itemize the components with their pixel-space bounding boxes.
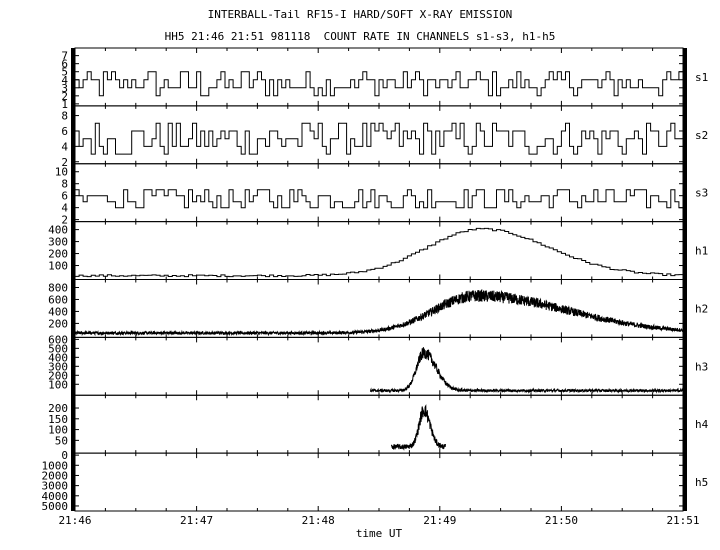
y-tick-label-s1: 6 (61, 58, 68, 71)
y-tick-label-s1: 1 (61, 98, 68, 111)
panel-frame-h2 (74, 279, 684, 338)
panel-frame-s3 (74, 163, 684, 223)
panel-frame-h3 (74, 336, 684, 396)
y-tick-label-h3: 500 (48, 342, 68, 355)
y-tick-label-s3: 10 (55, 166, 68, 179)
panel-frame-s1 (74, 47, 684, 107)
series-h1 (75, 227, 683, 278)
y-tick-label-h3: 300 (48, 360, 68, 373)
series-h4 (390, 404, 447, 451)
y-tick-label-h3: 200 (48, 369, 68, 382)
series-h3 (370, 347, 684, 394)
y-tick-label-s2: 2 (61, 156, 68, 169)
series-h2 (74, 288, 684, 337)
y-tick-label-s2: 8 (61, 110, 68, 123)
y-tick-label-h2: 800 (48, 281, 68, 294)
left-frame-bar (71, 48, 75, 511)
y-tick-label-s1: 7 (61, 50, 68, 63)
series-s2 (75, 122, 683, 155)
y-tick-label-h2: 200 (48, 317, 68, 330)
right-frame-bar (683, 48, 687, 511)
y-tick-label-s3: 6 (61, 190, 68, 203)
y-tick-label-h5: 4000 (42, 490, 69, 503)
panel-frame-h1 (74, 221, 684, 280)
x-tick-label: 21:51 (666, 514, 699, 527)
x-tick-label: 21:49 (423, 514, 456, 527)
chart-title: INTERBALL-Tail RF15-I HARD/SOFT X-RAY EM… (207, 8, 513, 21)
x-tick-label: 21:48 (302, 514, 335, 527)
x-tick-label: 21:50 (545, 514, 578, 527)
chart-subtitle: HH5 21:46 21:51 981118 COUNT RATE IN CHA… (164, 30, 556, 43)
x-tick-label: 21:46 (58, 514, 91, 527)
y-tick-label-h2: 400 (48, 305, 68, 318)
panel-label-h3: h3 (695, 360, 708, 373)
y-tick-label-s1: 5 (61, 66, 68, 79)
y-tick-label-h5: 3000 (42, 480, 69, 493)
y-tick-label-h1: 200 (48, 248, 68, 261)
y-tick-label-s2: 4 (61, 140, 68, 153)
panel-frame-s2 (74, 105, 684, 165)
y-tick-label-s3: 4 (61, 202, 68, 215)
panel-label-s3: s3 (695, 187, 708, 200)
panel-label-s2: s2 (695, 129, 708, 142)
y-tick-label-h2: 600 (48, 293, 68, 306)
y-tick-label-h3: 100 (48, 378, 68, 391)
x-tick-label: 21:47 (180, 514, 213, 527)
y-tick-label-s1: 4 (61, 74, 68, 87)
y-tick-label-h1: 400 (48, 224, 68, 237)
y-tick-label-h4: 150 (48, 413, 68, 426)
y-tick-label-s3: 2 (61, 214, 68, 227)
y-tick-label-h5: 5000 (42, 500, 69, 513)
y-tick-label-h5: 1000 (42, 459, 69, 472)
y-tick-label-h3: 600 (48, 333, 68, 346)
panel-label-h5: h5 (695, 476, 708, 489)
panel-label-h4: h4 (695, 418, 709, 431)
panel-label-s1: s1 (695, 71, 708, 84)
y-tick-label-h5: 2000 (42, 469, 69, 482)
series-s1 (75, 71, 683, 97)
panel-frame-h4 (74, 394, 684, 454)
y-tick-label-h3: 400 (48, 351, 68, 364)
y-tick-label-s3: 8 (61, 178, 68, 191)
y-tick-label-h4: 50 (55, 434, 68, 447)
y-tick-label-h1: 300 (48, 236, 68, 249)
panel-label-h1: h1 (695, 245, 708, 258)
panel-frame-h5 (74, 452, 684, 512)
y-tick-label-s2: 6 (61, 125, 68, 138)
y-tick-label-h4: 100 (48, 424, 68, 437)
x-axis-label: time UT (356, 527, 403, 540)
y-tick-label-s1: 2 (61, 90, 68, 103)
y-tick-label-h5: 0 (61, 449, 68, 462)
panel-label-h2: h2 (695, 302, 708, 315)
y-tick-label-h4: 200 (48, 402, 68, 415)
y-tick-label-s1: 3 (61, 82, 68, 95)
y-tick-label-h1: 100 (48, 260, 68, 273)
series-s3 (75, 189, 683, 209)
